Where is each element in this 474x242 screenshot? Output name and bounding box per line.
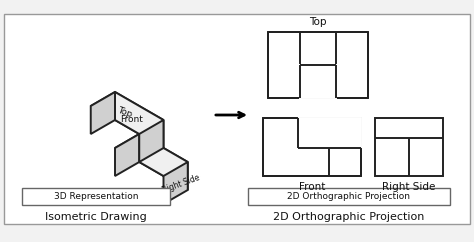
Bar (298, 118, 361, 148)
Polygon shape (164, 162, 188, 204)
Text: Right Side: Right Side (161, 173, 201, 195)
Polygon shape (139, 120, 164, 162)
Text: Isometric Drawing: Isometric Drawing (45, 212, 147, 222)
Bar (22, 188, 170, 205)
Polygon shape (91, 92, 115, 134)
Text: Right Side: Right Side (383, 182, 436, 192)
Polygon shape (91, 92, 164, 134)
Text: Top: Top (116, 105, 133, 119)
Polygon shape (139, 134, 188, 190)
Polygon shape (115, 92, 164, 148)
Bar (4, 14, 470, 224)
Bar (300, 65, 336, 98)
Text: 2D Orthographic Projection: 2D Orthographic Projection (273, 212, 425, 222)
Text: Front: Front (299, 182, 325, 192)
Bar (375, 118, 443, 176)
Text: Top: Top (309, 17, 327, 27)
Bar (268, 32, 368, 98)
Text: 2D Orthographic Projection: 2D Orthographic Projection (288, 192, 410, 201)
Polygon shape (115, 134, 139, 176)
Polygon shape (115, 134, 188, 176)
Bar (248, 188, 450, 205)
Text: Front: Front (120, 115, 143, 124)
Text: 3D Representation: 3D Representation (54, 192, 138, 201)
Bar (263, 118, 361, 176)
